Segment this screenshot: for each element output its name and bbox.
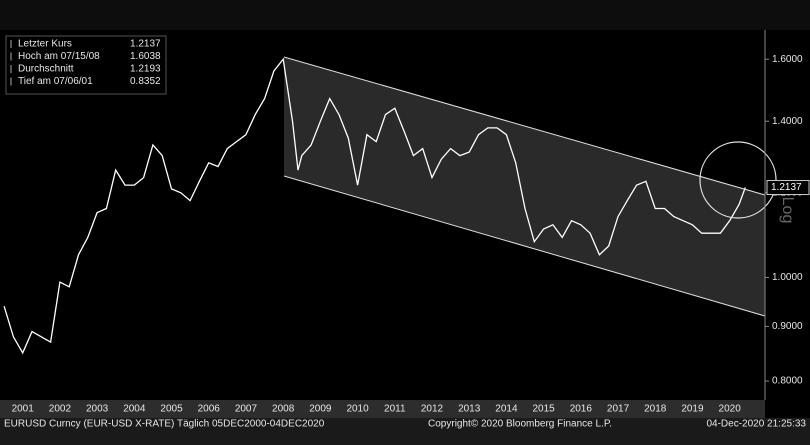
legend-value: 1.2137: [130, 39, 161, 50]
x-tick-label: 2001: [12, 404, 35, 415]
footer-bar: [0, 418, 810, 445]
y-tick-label: 1.4000: [772, 116, 803, 127]
x-tick-label: 2004: [123, 404, 146, 415]
x-tick-label: 2007: [235, 404, 258, 415]
y-tick-label: 1.0000: [772, 272, 803, 283]
footer-right: 04-Dec-2020 21:25:33: [706, 419, 806, 430]
x-tick-label: 2012: [421, 404, 444, 415]
legend-label: Tief am 07/06/01: [18, 76, 93, 87]
scale-label: Log: [779, 197, 796, 224]
channel-lower: [283, 175, 766, 317]
y-tick-label: 0.9000: [772, 321, 803, 332]
x-tick-label: 2020: [719, 404, 742, 415]
plot: [3, 57, 746, 355]
legend-value: 1.6038: [130, 51, 161, 62]
y-tick-label: 0.8000: [772, 376, 803, 387]
x-tick-label: 2008: [272, 404, 295, 415]
x-tick-label: 2002: [49, 404, 72, 415]
x-tick-label: 2018: [644, 404, 667, 415]
x-tick-label: 2016: [570, 404, 593, 415]
x-tick-label: 2019: [681, 404, 704, 415]
footer-left: EURUSD Curncy (EUR-USD X-RATE) Täglich 0…: [4, 419, 325, 430]
x-tick-label: 2014: [495, 404, 518, 415]
legend-value: 1.2193: [130, 64, 161, 75]
x-axis-strip: [0, 400, 765, 418]
x-tick-label: 2017: [607, 404, 630, 415]
y-tick-label: 1.6000: [772, 54, 803, 65]
x-tick-label: 2006: [198, 404, 221, 415]
last-price-label: 1.2137: [771, 182, 802, 193]
channel-upper: [283, 56, 766, 196]
legend-value: 0.8352: [130, 76, 161, 87]
x-tick-label: 2015: [532, 404, 555, 415]
legend-box: [5, 35, 167, 95]
legend-label: Durchschnitt: [18, 64, 74, 75]
price-line: [3, 57, 746, 355]
x-tick-label: 2009: [309, 404, 332, 415]
highlight-circle: [699, 141, 777, 219]
x-tick-label: 2013: [458, 404, 481, 415]
legend-label: Hoch am 07/15/08: [18, 51, 100, 62]
last-price-box: [766, 180, 810, 196]
top-bar: [0, 0, 810, 30]
footer-center: Copyright© 2020 Bloomberg Finance L.P.: [428, 419, 612, 430]
x-tick-label: 2005: [160, 404, 183, 415]
legend-label: Letzter Kurs: [18, 39, 72, 50]
x-tick-label: 2010: [346, 404, 369, 415]
trend-channel: [284, 57, 765, 316]
x-tick-label: 2003: [86, 404, 109, 415]
x-tick-label: 2011: [384, 404, 406, 415]
